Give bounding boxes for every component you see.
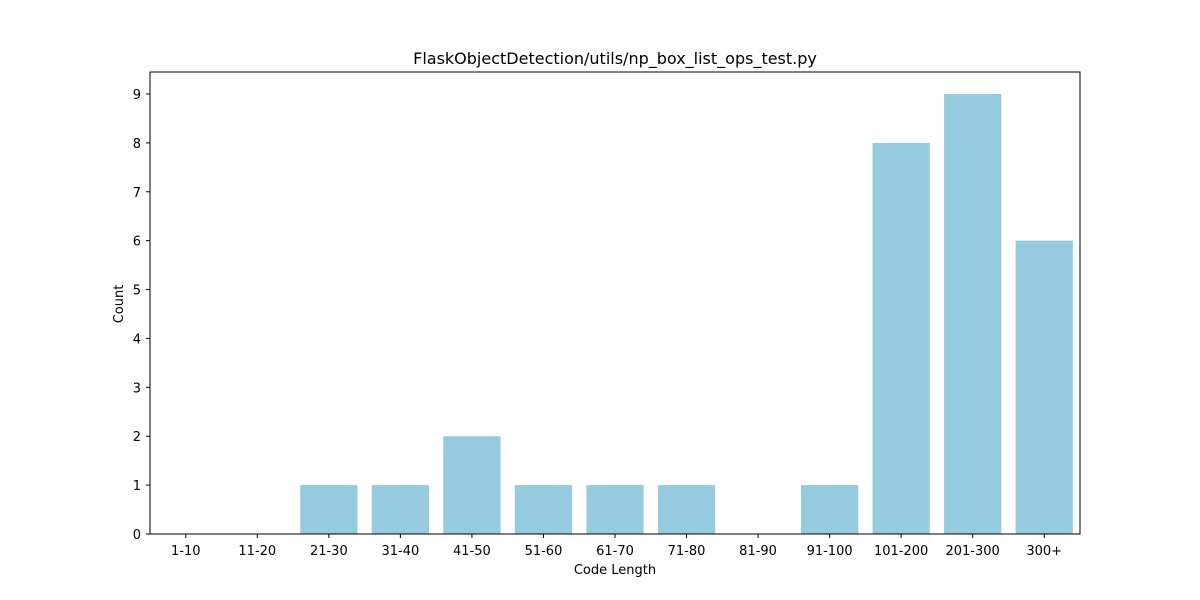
x-tick-label: 91-100	[807, 544, 853, 559]
bar-61-70	[586, 485, 644, 534]
bars-group	[300, 94, 1073, 534]
y-axis-ticks: 0 1 2 3 4 5 6 7 8 9	[133, 88, 150, 543]
bar-91-100	[801, 485, 859, 534]
x-tick-label: 1-10	[171, 544, 201, 559]
y-tick-label: 5	[133, 284, 141, 299]
x-tick-label: 51-60	[525, 544, 563, 559]
y-tick-label: 7	[133, 186, 141, 201]
x-tick-label: 41-50	[453, 544, 491, 559]
bar-201-300	[944, 94, 1002, 534]
x-tick-label: 201-300	[946, 544, 1000, 559]
y-tick-label: 4	[133, 332, 141, 347]
y-tick-label: 6	[133, 235, 141, 250]
bar-31-40	[371, 485, 429, 534]
x-tick-label: 61-70	[596, 544, 634, 559]
y-tick-label: 9	[133, 88, 141, 103]
x-tick-label: 31-40	[381, 544, 419, 559]
y-tick-label: 0	[133, 528, 141, 543]
bar-101-200	[872, 142, 930, 534]
x-tick-label: 21-30	[310, 544, 348, 559]
y-tick-label: 2	[133, 430, 141, 445]
x-tick-label: 101-200	[874, 544, 928, 559]
bar-51-60	[514, 485, 573, 534]
y-tick-label: 8	[133, 137, 141, 152]
x-tick-label: 71-80	[668, 544, 706, 559]
x-axis-label: Code Length	[574, 563, 656, 578]
y-tick-label: 3	[133, 381, 141, 396]
x-axis-ticks: 1-10 11-20 21-30 31-40 41-50 51-60 61-70 71-80 8…	[171, 534, 1062, 559]
plot-frame	[149, 71, 1081, 535]
bar-21-30	[300, 485, 358, 534]
y-tick-label: 1	[133, 479, 141, 494]
bar-71-80	[657, 485, 716, 534]
y-axis-label: Count	[112, 285, 127, 324]
x-tick-label: 81-90	[739, 544, 777, 559]
chart-title: FlaskObjectDetection/utils/np_box_list_o…	[413, 49, 817, 69]
bar-41-50	[443, 436, 501, 534]
bar-300+	[1015, 240, 1073, 534]
x-tick-label: 11-20	[238, 544, 276, 559]
x-tick-label: 300+	[1026, 544, 1062, 559]
